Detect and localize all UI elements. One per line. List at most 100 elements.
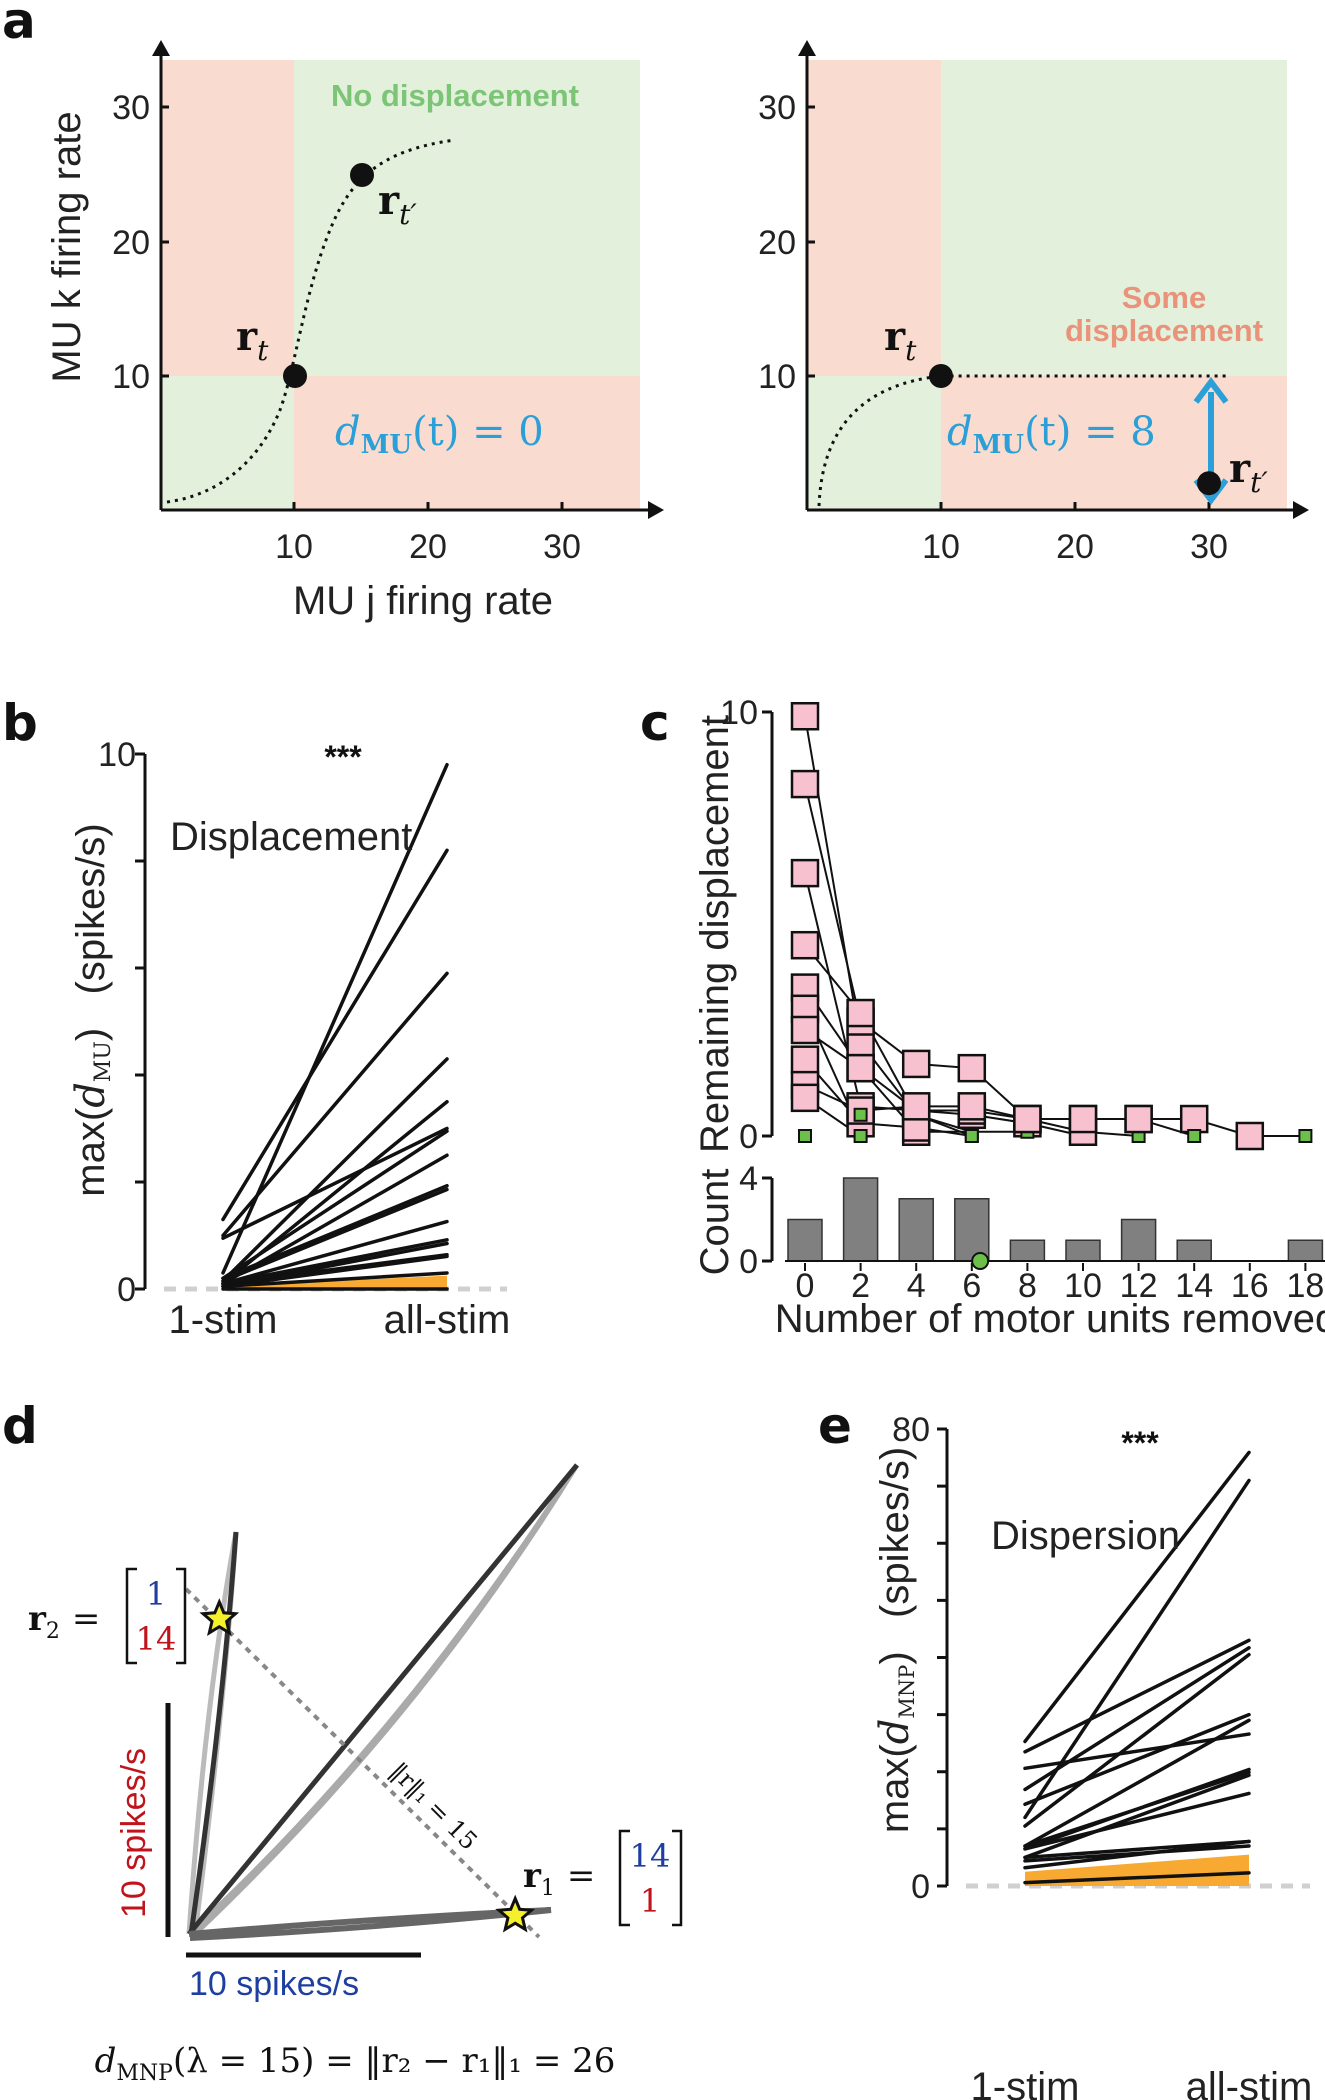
x-tick-label: 6 [962, 1267, 981, 1305]
ytick: 30 [112, 89, 150, 127]
displacement-marker [957, 1092, 987, 1121]
displacement-marker [790, 1083, 820, 1113]
star-r1 [495, 1894, 536, 1933]
region-pink [941, 376, 1287, 510]
subject-line [221, 1057, 449, 1283]
r1-top: 14 [630, 1837, 671, 1875]
subject-line [221, 848, 449, 1222]
label-r-t: rt [884, 313, 917, 367]
subject-line [221, 1219, 449, 1286]
r2-bottom: 14 [136, 1620, 177, 1658]
x-tick-label: 2 [851, 1267, 870, 1305]
region-label-displacement: displacement [1065, 313, 1263, 348]
panel-letter-d: d [2, 1397, 38, 1455]
count-bar [1120, 1218, 1157, 1262]
subject-line [221, 1129, 449, 1281]
xtick: 30 [1190, 528, 1228, 566]
displacement-marker [846, 998, 875, 1028]
region-green [294, 60, 640, 376]
y-ticks [135, 752, 145, 1291]
displacement-marker [1124, 1104, 1153, 1134]
subject-line [221, 1238, 449, 1286]
xtick: 10 [275, 528, 313, 566]
series-line [804, 944, 973, 1137]
displacement-marker [846, 1053, 875, 1083]
x-tick-label: 14 [1175, 1267, 1213, 1305]
x-tick-label: 16 [1231, 1267, 1269, 1305]
y-axis-label: max(dMNP) (spikes/s) [872, 1447, 919, 1833]
r2-label: r2 = [28, 1599, 100, 1644]
ytick: 30 [758, 89, 796, 127]
label-r-t-prime: rt′ [378, 177, 417, 231]
subject-line [221, 1253, 449, 1286]
ticks [161, 105, 564, 510]
label-r-t-prime: rt′ [1229, 445, 1268, 499]
subject-line [1023, 1773, 1251, 1860]
bracket [125, 1567, 187, 1665]
trajectory-loop-dark [188, 1531, 239, 1935]
r1-label: r1 = [523, 1856, 595, 1901]
subject-line [221, 1254, 449, 1289]
l1-norm-line [184, 1587, 541, 1939]
panel-letter-c: c [640, 694, 670, 752]
region-pink [294, 376, 640, 510]
subject-line [1023, 1646, 1251, 1792]
region-label-no-displacement: No displacement [331, 78, 579, 113]
count-bar [1009, 1239, 1046, 1262]
ytick: 4 [739, 1160, 758, 1198]
displacement-marker [790, 769, 820, 799]
category-1-stim: 1-stim [971, 2065, 1080, 2100]
scale-label-x: 10 spikes/s [189, 1965, 359, 2003]
equation-d-mu-eight: dMU(t) = 8 [947, 409, 1156, 460]
xtick: 20 [1056, 528, 1094, 566]
y-axis-label: MU k firing rate [45, 111, 89, 382]
x-axis-label: Number of motor units removed [775, 1297, 1325, 1341]
region-pink [161, 60, 294, 376]
series-lines [804, 716, 1306, 1137]
count-bar [842, 1177, 879, 1262]
final-marker [798, 1129, 812, 1143]
ytick: 10 [112, 358, 150, 396]
ytick: 0 [117, 1271, 136, 1309]
category-all-stim: all-stim [1186, 2065, 1313, 2100]
series-markers [790, 701, 1313, 1151]
region-label-some: Some [1122, 280, 1206, 315]
x-tick-label: 12 [1120, 1267, 1158, 1305]
point-r-t-prime [1197, 471, 1221, 496]
panel-b: b 10 0 *** Displacement 1-stim all-stim … [2, 694, 510, 1342]
subject-line [1023, 1871, 1251, 1885]
series-lines [221, 762, 449, 1291]
ytick: 20 [112, 224, 150, 262]
displacement-marker [1235, 1121, 1265, 1151]
subject-line [1023, 1652, 1251, 1828]
axes [805, 48, 1300, 512]
subject-line [221, 1271, 449, 1289]
subject-line [1023, 1770, 1251, 1848]
displacement-marker [1179, 1104, 1209, 1134]
final-marker [853, 1107, 868, 1122]
x-axis-label: MU j firing rate [293, 579, 553, 623]
count-bar [1176, 1239, 1212, 1262]
r2-top: 1 [146, 1575, 166, 1613]
subject-line [221, 971, 449, 1238]
category-1-stim: 1-stim [169, 1298, 278, 1342]
trajectory-loop-dark [188, 1907, 552, 1941]
count-axis-label: Count [693, 1169, 737, 1276]
subject-line [221, 1126, 449, 1240]
x-tick-label: 4 [907, 1267, 926, 1305]
ytick: 10 [758, 358, 796, 396]
panel-title-dispersion: Dispersion [991, 1514, 1180, 1558]
displacement-marker [790, 1015, 820, 1045]
series-lines [1023, 1450, 1251, 1885]
final-marker [1187, 1129, 1202, 1143]
region-green [941, 60, 1287, 376]
subject-line [1023, 1718, 1251, 1848]
orange-band [1025, 1854, 1249, 1886]
d-mnp-equation: dMNP(λ = 15) = ‖r₂ − r₁‖₁ = 26 [95, 2041, 616, 2086]
subject-line [1023, 1844, 1251, 1863]
subject-line [221, 1183, 449, 1281]
count-bar [1287, 1239, 1324, 1262]
xtick: 10 [922, 528, 960, 566]
point-r-t-prime [350, 163, 374, 187]
